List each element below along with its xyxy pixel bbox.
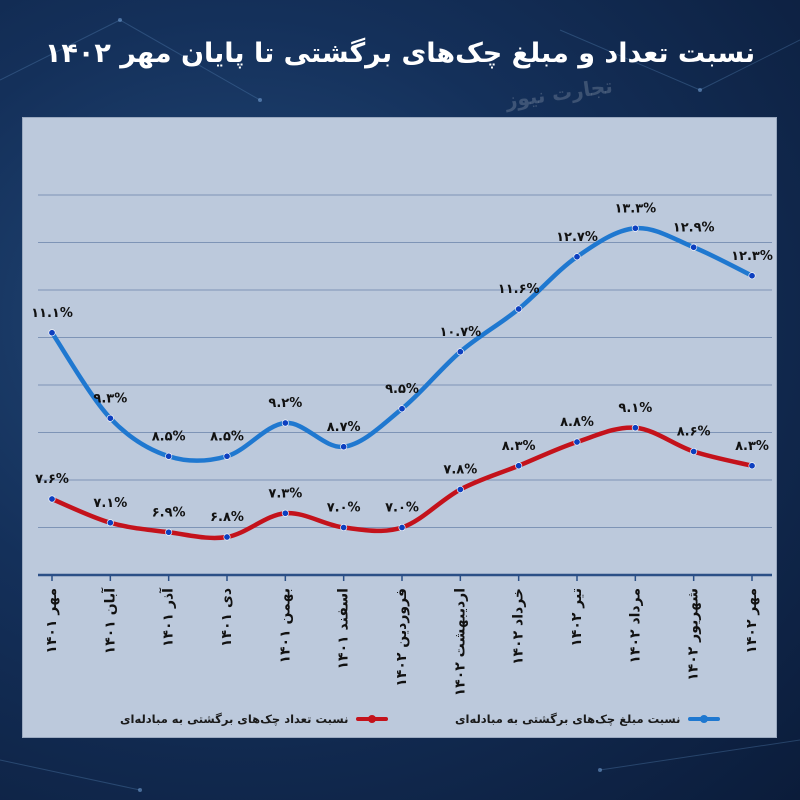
- chart-title: نسبت تعداد و مبلغ چک‌های برگشتی تا پایان…: [44, 38, 756, 69]
- data-label: ۱۰.۷%: [439, 325, 481, 340]
- data-label: ۷.۱%: [93, 496, 127, 511]
- data-point: [48, 495, 56, 503]
- x-tick-label: مرداد ۱۴۰۲: [627, 588, 643, 664]
- data-label: ۷.۳%: [268, 486, 302, 501]
- data-label: ۸.۷%: [327, 420, 361, 435]
- data-point: [515, 305, 523, 313]
- data-label: ۹.۵%: [385, 382, 419, 397]
- data-label: ۶.۹%: [152, 505, 186, 520]
- data-label: ۸.۵%: [210, 429, 244, 444]
- data-label: ۱۲.۹%: [673, 220, 715, 235]
- data-label: ۹.۲%: [268, 396, 302, 411]
- data-point: [48, 329, 56, 337]
- data-point: [631, 224, 639, 232]
- data-label: ۸.۳%: [735, 439, 769, 454]
- data-point: [690, 243, 698, 251]
- data-label: ۸.۸%: [560, 415, 594, 430]
- data-point: [748, 272, 756, 280]
- data-label: ۶.۸%: [210, 510, 244, 525]
- data-point: [398, 405, 406, 413]
- data-point: [456, 485, 464, 493]
- data-label: ۷.۶%: [35, 472, 69, 487]
- data-point: [573, 438, 581, 446]
- data-point: [106, 519, 114, 527]
- legend-label-amount-ratio: نسبت مبلغ چک‌های برگشتی به مبادله‌ای: [455, 712, 681, 726]
- data-label: ۱۱.۱%: [31, 306, 73, 321]
- data-point: [631, 424, 639, 432]
- x-tick-marks: [51, 575, 753, 581]
- data-label: ۱۲.۳%: [731, 249, 773, 264]
- x-axis-labels: مهر ۱۴۰۱ آبان ۱۴۰۱ آذر ۱۴۰۱ دی ۱۴۰۱ بهمن ۱۴۰…: [44, 587, 760, 697]
- data-point: [515, 462, 523, 470]
- series-line-amount-ratio: [49, 225, 755, 463]
- data-point: [165, 528, 173, 536]
- series-amount-ratio: ۱۱.۱% ۹.۳% ۸.۵% ۸.۵% ۹.۲% ۸.۷% ۹.۵% ۱۰.۷% ۱۱.۶% ۱…: [31, 201, 773, 463]
- data-label: ۱۲.۷%: [556, 230, 598, 245]
- legend-item-amount-ratio: نسبت مبلغ چک‌های برگشتی به مبادله‌ای: [455, 710, 721, 728]
- data-point: [281, 419, 289, 427]
- series-count-ratio: ۷.۶% ۷.۱% ۶.۹% ۶.۸% ۷.۳% ۷.۰% ۷.۰% ۷.۸% ۸.۳% ۸.۸%…: [35, 401, 769, 541]
- data-label: ۹.۱%: [618, 401, 652, 416]
- x-tick-label: فروردین ۱۴۰۲: [394, 588, 410, 687]
- legend-item-count-ratio: نسبت تعداد چک‌های برگشتی به مبادله‌ای: [120, 710, 389, 728]
- data-label: ۷.۸%: [443, 463, 477, 478]
- data-point: [106, 414, 114, 422]
- data-point: [398, 523, 406, 531]
- data-point: [748, 462, 756, 470]
- x-tick-label: آذر ۱۴۰۱: [159, 587, 177, 647]
- legend-swatch-blue: [688, 715, 721, 723]
- x-tick-label: دی ۱۴۰۱: [219, 588, 235, 647]
- data-label: ۸.۳%: [502, 439, 536, 454]
- data-point: [340, 443, 348, 451]
- data-label: ۸.۶%: [677, 425, 711, 440]
- data-label: ۷.۰%: [385, 501, 419, 516]
- data-label: ۹.۳%: [93, 391, 127, 406]
- data-point: [340, 523, 348, 531]
- x-tick-label: مهر ۱۴۰۲: [744, 588, 760, 654]
- x-tick-label: اردیبهشت ۱۴۰۲: [452, 588, 468, 696]
- data-point: [573, 253, 581, 261]
- data-point: [165, 452, 173, 460]
- x-tick-label: تیر ۱۴۰۲: [569, 588, 585, 647]
- watermark: تجارت نیوز: [503, 74, 614, 113]
- data-label: ۸.۵%: [152, 429, 186, 444]
- data-point: [223, 533, 231, 541]
- data-point: [281, 509, 289, 517]
- data-point: [223, 452, 231, 460]
- x-tick-label: مهر ۱۴۰۱: [44, 588, 60, 654]
- data-point: [690, 447, 698, 455]
- data-label: ۷.۰%: [327, 501, 361, 516]
- chart-panel: [22, 117, 777, 738]
- data-point: [456, 348, 464, 356]
- x-tick-label: اسفند ۱۴۰۱: [336, 588, 352, 670]
- legend-swatch-red: [356, 715, 389, 723]
- x-tick-label: بهمن ۱۴۰۱: [277, 588, 293, 664]
- x-tick-label: آبان ۱۴۰۱: [100, 587, 118, 655]
- data-label: ۱۱.۶%: [498, 282, 540, 297]
- x-tick-label: خرداد ۱۴۰۲: [511, 588, 527, 665]
- x-tick-label: شهریور ۱۴۰۲: [686, 588, 702, 681]
- legend-label-count-ratio: نسبت تعداد چک‌های برگشتی به مبادله‌ای: [120, 712, 349, 726]
- data-label: ۱۳.۳%: [614, 201, 656, 216]
- grid-lines: [38, 194, 772, 528]
